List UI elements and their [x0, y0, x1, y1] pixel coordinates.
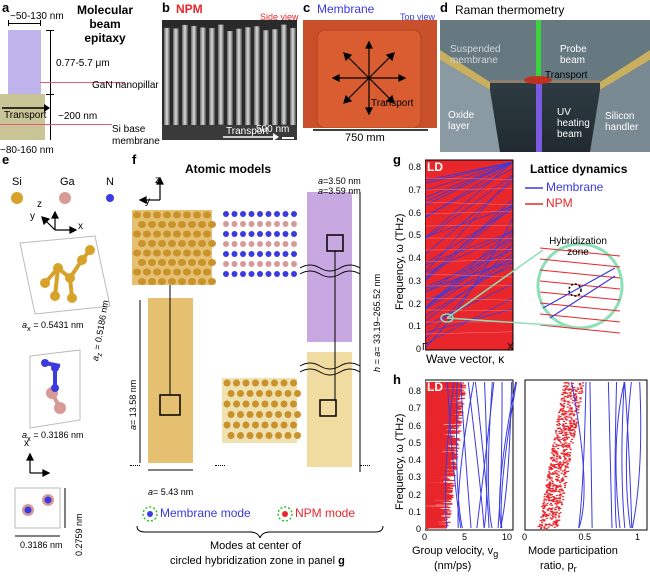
y-tick-label: 0.2	[401, 490, 421, 500]
legend-si: Si	[12, 176, 22, 188]
scale-bar-b	[282, 137, 294, 139]
npm-mode-label: NPM mode	[295, 506, 355, 520]
pillar-height-label: 0.77-5.7 μm	[56, 58, 110, 69]
transport-label-d: Transport	[545, 70, 587, 81]
ld-label-h2: LD	[527, 380, 543, 394]
membrane-az: a= 13.58 nm	[128, 380, 138, 430]
h-left-xlabel: Group velocity, vg	[412, 545, 498, 559]
g-xlabel: Wave vector, κ	[426, 352, 504, 366]
panel-label-g: g	[393, 152, 401, 167]
base-thickness-label: ~200 nm	[58, 111, 97, 122]
x-tick-label: 5	[462, 532, 467, 542]
y-tick-label: 0.6	[401, 208, 421, 218]
y-tick-label: 0.8	[401, 386, 421, 396]
silicon-handler-label: Silicon handler	[605, 111, 649, 133]
y-tick-label: 0.5	[401, 230, 421, 240]
membrane-mode-label: Membrane mode	[160, 506, 251, 520]
y-tick-label: 0.7	[401, 403, 421, 413]
legend-membrane: Membrane	[546, 180, 603, 194]
axis-label-x-e2: x	[24, 438, 29, 449]
ld-label-g: LD	[427, 160, 443, 174]
membrane-ay: a= 5.43 nm	[148, 487, 193, 497]
scale-label-c: 750 mm	[345, 132, 385, 144]
nanopillar-shape	[8, 30, 41, 94]
g-x-gamma: Γ	[422, 342, 428, 353]
npm-height: h = a= 33.19–265.52 nm	[372, 274, 382, 372]
g-x-end: X	[507, 342, 514, 353]
y-tick-label: 0.1	[401, 321, 421, 331]
top-width-label: ~50-130 nm	[10, 11, 64, 22]
axis-label-z-e1: z	[37, 199, 42, 210]
legend-n: N	[106, 176, 114, 188]
y-tick-label: 0.3	[401, 472, 421, 482]
x-tick-label: 0.5	[579, 532, 592, 542]
uv-beam-label: UV heating beam	[557, 107, 597, 140]
y-tick-label: 0.2	[401, 299, 421, 309]
x-tick-label: 1	[635, 532, 640, 542]
panel-label-h: h	[393, 372, 401, 387]
panel-label-d: d	[440, 0, 448, 15]
y-tick-label: 0.1	[401, 507, 421, 517]
dispersion-chart	[425, 158, 650, 358]
axis-label-y-e1: y	[30, 211, 35, 222]
y-tick-label: 0	[401, 344, 421, 354]
x-tick-label: 0	[422, 532, 427, 542]
atomic-models-image	[130, 150, 390, 530]
y-tick-label: 0.7	[401, 185, 421, 195]
y-tick-label: 0.4	[401, 455, 421, 465]
y-tick-label: 0.3	[401, 276, 421, 286]
hybridization-zone-label: Hybridization zone	[548, 236, 608, 258]
h-left-xlabel-unit: (nm/ps)	[434, 560, 471, 572]
x-tick-label: 0	[522, 532, 527, 542]
nanopillar-label: GaN nanopillar	[92, 80, 159, 92]
si-lattice-constant: ax = 0.5431 nm	[22, 320, 84, 333]
axis-label-x-e1: x	[78, 221, 83, 232]
bracket	[135, 524, 385, 538]
h-right-xlabel-2: ratio, pr	[540, 560, 577, 574]
ld-label-h1: LD	[427, 380, 443, 394]
gan-lattice-x: ax = 0.3186 nm	[22, 430, 84, 443]
panel-c-title: Membrane	[317, 2, 374, 16]
npm-ay-py: a=3.59 nm	[318, 186, 361, 196]
group-velocity-and-participation-charts	[425, 378, 650, 538]
x-tick-label: 10	[502, 532, 512, 542]
panel-label-e: e	[2, 152, 9, 167]
unit-cells-image	[0, 188, 125, 588]
panel-d-title: Raman thermometry	[455, 3, 564, 17]
y-tick-label: 0	[401, 524, 421, 534]
y-tick-label: 0.8	[401, 162, 421, 172]
h-right-xlabel: Mode participation	[528, 545, 618, 557]
panel-b-title: NPM	[176, 2, 203, 16]
dim-0-3186: 0.3186 nm	[20, 540, 63, 550]
y-tick-label: 0.6	[401, 421, 421, 431]
legend-npm: NPM	[546, 196, 573, 210]
probe-beam-label: Probe beam	[560, 44, 600, 66]
base-membrane-label: Si base membrane	[112, 124, 162, 148]
suspended-membrane-label: Suspended membrane	[450, 44, 515, 66]
transport-arrow-a	[0, 104, 50, 112]
npm-ax-px: a=3.50 nm	[318, 176, 361, 186]
oxide-layer-label: Oxide layer	[448, 110, 488, 132]
panel-label-b: b	[162, 0, 170, 15]
transport-label-c: Transport	[371, 98, 413, 109]
panel-label-c: c	[303, 0, 310, 15]
panel-a-title: Molecular beam epitaxy	[70, 3, 140, 45]
dim-0-2759: 0.2759 nm	[74, 513, 84, 556]
caption-line-1: Modes at center of	[210, 540, 301, 552]
legend-ga: Ga	[60, 176, 75, 188]
scale-label-b: 500 nm	[256, 124, 289, 135]
y-tick-label: 0.5	[401, 438, 421, 448]
sem-side-view-image	[162, 20, 297, 140]
caption-line-2: circled hybridization zone in panel g	[170, 555, 345, 567]
membrane-top-view-image	[303, 20, 437, 144]
panel-label-a: a	[2, 0, 9, 15]
y-tick-label: 0.4	[401, 253, 421, 263]
